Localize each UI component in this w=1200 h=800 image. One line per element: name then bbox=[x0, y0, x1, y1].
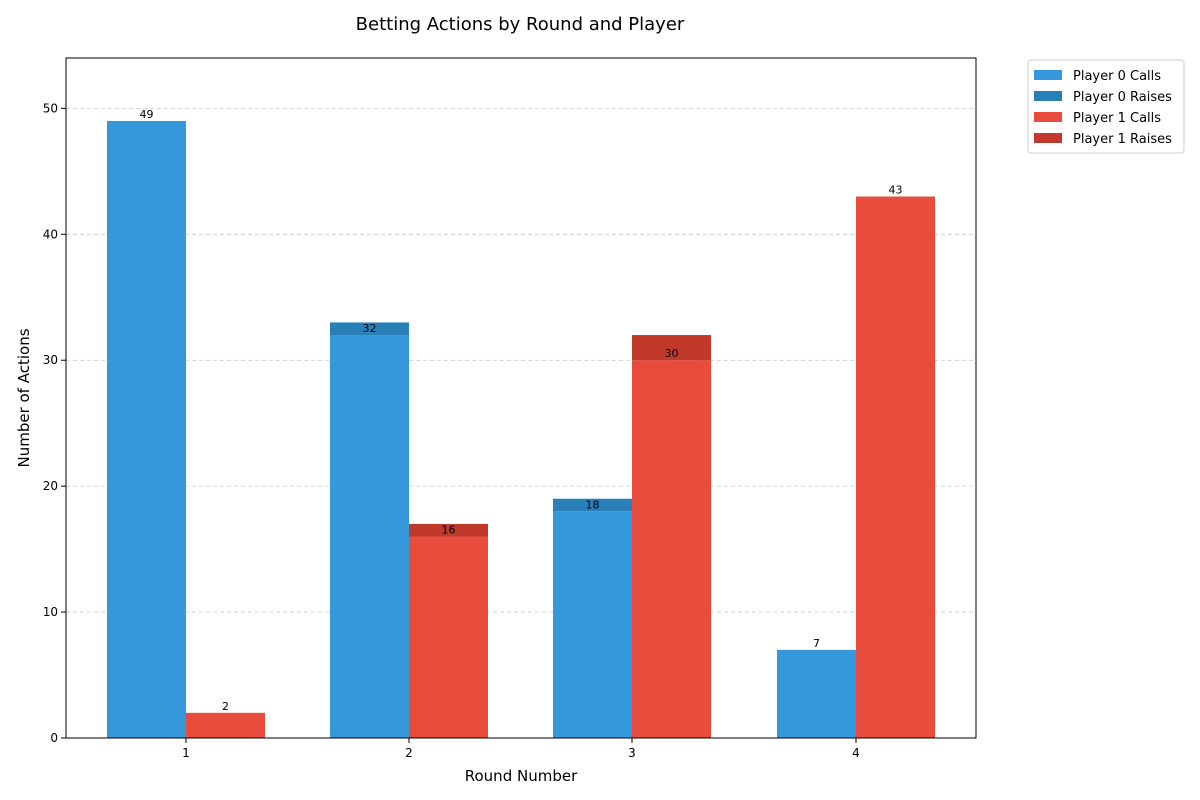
x-tick-label: 3 bbox=[628, 746, 636, 760]
data-label: 43 bbox=[889, 184, 903, 197]
x-tick-label: 1 bbox=[182, 746, 190, 760]
bar-player1-calls bbox=[856, 196, 935, 738]
y-tick-label: 10 bbox=[43, 605, 58, 619]
y-tick-label: 50 bbox=[43, 101, 58, 115]
data-label: 30 bbox=[665, 347, 679, 360]
data-label: 18 bbox=[586, 498, 600, 511]
plot-frame bbox=[65, 57, 977, 739]
y-tick-label: 0 bbox=[50, 731, 58, 745]
bar-player0-raises bbox=[330, 322, 409, 336]
legend: Player 0 Calls Player 0 Raises Player 1 Ca… bbox=[1027, 59, 1185, 154]
bar-player1-raises bbox=[409, 523, 488, 537]
legend-label: Player 0 Raises bbox=[1073, 90, 1172, 105]
y-tick-label: 40 bbox=[43, 227, 58, 241]
legend-label: Player 1 Calls bbox=[1073, 111, 1161, 126]
bar-player0-raises bbox=[553, 498, 632, 512]
data-label: 49 bbox=[140, 108, 154, 121]
legend-swatch bbox=[1034, 112, 1062, 122]
y-tick-label: 20 bbox=[43, 479, 58, 493]
x-tick-label: 2 bbox=[405, 746, 413, 760]
data-label: 7 bbox=[813, 637, 820, 650]
bars-group bbox=[107, 120, 935, 739]
y-axis-title: Number of Actions bbox=[15, 328, 33, 467]
legend-swatch bbox=[1034, 91, 1062, 101]
bar-player0-calls bbox=[107, 120, 186, 739]
x-tick-label: 4 bbox=[852, 746, 860, 760]
bar-player1-calls bbox=[186, 712, 265, 738]
chart-title: Betting Actions by Round and Player bbox=[356, 14, 685, 35]
bar-player0-calls bbox=[553, 511, 632, 738]
y-axis: 0 10 20 30 40 50 bbox=[43, 101, 66, 745]
grid-lines bbox=[66, 107, 976, 613]
y-tick-label: 30 bbox=[43, 353, 58, 367]
legend-swatch bbox=[1034, 133, 1062, 143]
x-axis-title: Round Number bbox=[465, 767, 578, 785]
legend-frame bbox=[1027, 59, 1185, 154]
legend-swatch bbox=[1034, 70, 1062, 80]
bar-player0-calls bbox=[777, 649, 856, 738]
legend-label: Player 0 Calls bbox=[1073, 69, 1161, 84]
data-labels-group: 49 32 18 7 2 16 30 43 bbox=[140, 108, 903, 713]
legend-label: Player 1 Raises bbox=[1073, 132, 1172, 147]
bar-player1-calls bbox=[409, 536, 488, 738]
bar-player0-calls bbox=[330, 335, 409, 738]
data-label: 32 bbox=[363, 322, 377, 335]
data-label: 2 bbox=[222, 700, 229, 713]
x-axis: 1 2 3 4 bbox=[182, 738, 860, 760]
bar-player1-calls bbox=[632, 360, 711, 738]
bar-player1-raises bbox=[632, 335, 711, 361]
data-label: 16 bbox=[442, 524, 456, 537]
